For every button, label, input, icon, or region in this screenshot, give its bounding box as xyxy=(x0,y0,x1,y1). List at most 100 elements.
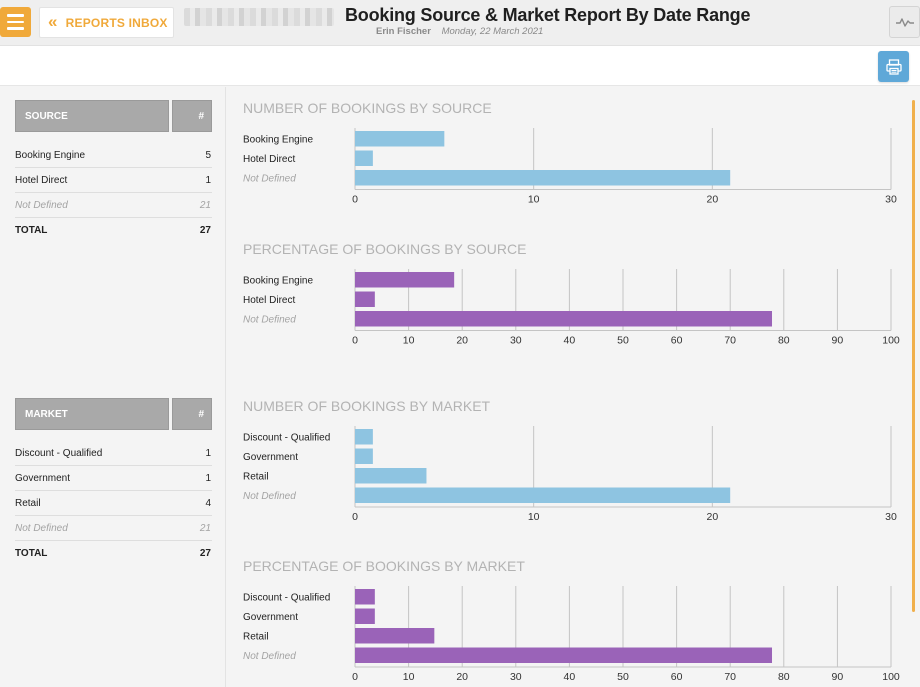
row-label: Hotel Direct xyxy=(15,174,68,186)
double-chevron-left-icon: « xyxy=(48,12,58,31)
tick-label: 10 xyxy=(528,511,540,523)
market-table-header: MARKET # xyxy=(15,398,212,430)
print-button[interactable] xyxy=(878,51,909,82)
chart-title-percentage-by-source: PERCENTAGE OF BOOKINGS BY SOURCE xyxy=(243,241,527,257)
bar[interactable] xyxy=(355,170,731,186)
source-table: SOURCE # Booking Engine 5 Hotel Direct 1… xyxy=(15,100,212,243)
tick-label: 30 xyxy=(510,671,522,683)
chart-bookings-by-market: 0 10 20 30 Discount - Qualified Government Ret… xyxy=(243,426,897,523)
category-label: Hotel Direct xyxy=(243,154,295,165)
bar[interactable] xyxy=(355,131,445,147)
source-column-header[interactable]: SOURCE xyxy=(15,100,169,132)
category-label: Government xyxy=(243,452,298,463)
row-value: 21 xyxy=(199,522,211,534)
printer-icon xyxy=(885,58,902,75)
tick-label: 10 xyxy=(403,671,415,683)
menu-line-icon xyxy=(7,27,24,30)
total-value: 27 xyxy=(199,225,211,236)
tick-label: 0 xyxy=(352,671,358,683)
summary-tables-panel xyxy=(0,87,226,687)
tick-label: 40 xyxy=(564,335,576,347)
market-column-header[interactable]: MARKET xyxy=(15,398,169,430)
tick-label: 30 xyxy=(885,194,897,206)
source-table-header: SOURCE # xyxy=(15,100,212,132)
total-label: TOTAL xyxy=(15,548,48,559)
chart-percentage-by-market: 0 10 20 30 40 50 60 70 80 90 100 Discount - Qualifi… xyxy=(243,586,900,683)
tick-label: 20 xyxy=(456,335,468,347)
chart-title-bookings-by-market: NUMBER OF BOOKINGS BY MARKET xyxy=(243,398,491,414)
bar[interactable] xyxy=(355,628,435,644)
row-value: 1 xyxy=(205,174,211,186)
activity-button[interactable] xyxy=(889,6,920,38)
bar[interactable] xyxy=(355,311,773,327)
tick-label: 90 xyxy=(832,335,844,347)
tick-label: 10 xyxy=(528,194,540,206)
bar[interactable] xyxy=(355,448,373,465)
chart-bookings-by-source: 0 10 20 30 Booking Engine Hotel Direct Not Def… xyxy=(243,128,897,206)
hamburger-menu-button[interactable] xyxy=(0,7,31,37)
row-value: 21 xyxy=(199,199,211,211)
chart-percentage-by-source: 0 10 20 30 40 50 60 70 80 90 100 Booking Engine Hote… xyxy=(243,269,900,347)
bar[interactable] xyxy=(355,589,375,605)
row-label: Government xyxy=(15,472,71,484)
tick-label: 0 xyxy=(352,511,358,523)
category-label: Not Defined xyxy=(243,651,296,662)
row-label: Not Defined xyxy=(15,522,68,534)
total-label: TOTAL xyxy=(15,225,48,236)
menu-line-icon xyxy=(7,20,24,24)
bar[interactable] xyxy=(355,487,731,504)
redacted-hotel-name xyxy=(184,8,334,26)
table-row: Not Defined 21 xyxy=(15,516,212,541)
category-label: Retail xyxy=(243,631,269,642)
table-row: Not Defined 21 xyxy=(15,193,212,218)
tick-label: 50 xyxy=(617,671,629,683)
total-value: 27 xyxy=(199,548,211,559)
page-title: Booking Source & Market Report By Date R… xyxy=(345,5,751,25)
tick-label: 60 xyxy=(671,335,683,347)
bar[interactable] xyxy=(355,468,427,484)
tick-label: 80 xyxy=(778,335,790,347)
row-value: 1 xyxy=(205,472,211,484)
tick-label: 50 xyxy=(617,335,629,347)
menu-line-icon xyxy=(7,14,24,17)
table-row: Booking Engine 5 xyxy=(15,143,212,168)
tick-label: 100 xyxy=(882,335,900,347)
category-label: Not Defined xyxy=(243,314,296,325)
tick-label: 0 xyxy=(352,194,358,206)
tick-label: 0 xyxy=(352,335,358,347)
table-row: Government 1 xyxy=(15,466,212,491)
tick-label: 70 xyxy=(724,335,736,347)
chart-title-bookings-by-source: NUMBER OF BOOKINGS BY SOURCE xyxy=(243,100,492,116)
total-row: TOTAL 27 xyxy=(15,218,212,243)
vertical-scrollbar[interactable] xyxy=(912,100,915,612)
category-label: Discount - Qualified xyxy=(243,432,330,443)
row-label: Retail xyxy=(15,497,41,509)
category-label: Government xyxy=(243,612,298,623)
table-row: Hotel Direct 1 xyxy=(15,168,212,193)
bar[interactable] xyxy=(355,272,455,288)
tick-label: 90 xyxy=(832,671,844,683)
market-count-column-header[interactable]: # xyxy=(172,398,212,430)
row-value: 5 xyxy=(205,149,211,161)
tick-label: 60 xyxy=(671,671,683,683)
tick-label: 100 xyxy=(882,671,900,683)
source-count-column-header[interactable]: # xyxy=(172,100,212,132)
bar[interactable] xyxy=(355,608,375,625)
row-label: Not Defined xyxy=(15,199,68,211)
category-label: Booking Engine xyxy=(243,134,313,145)
total-row: TOTAL 27 xyxy=(15,541,212,566)
category-label: Not Defined xyxy=(243,491,296,502)
bar[interactable] xyxy=(355,291,375,308)
bar[interactable] xyxy=(355,150,373,167)
bar[interactable] xyxy=(355,429,373,445)
reports-inbox-button[interactable]: « REPORTS INBOX xyxy=(39,7,174,38)
market-table: MARKET # Discount - Qualified 1 Governme… xyxy=(15,398,212,566)
bar[interactable] xyxy=(355,647,773,664)
report-toolbar xyxy=(0,46,920,86)
row-value: 4 xyxy=(205,497,211,509)
tick-label: 80 xyxy=(778,671,790,683)
tick-label: 20 xyxy=(706,194,718,206)
tick-label: 30 xyxy=(885,511,897,523)
report-date: Monday, 22 March 2021 xyxy=(441,26,544,37)
activity-pulse-icon xyxy=(895,18,914,27)
